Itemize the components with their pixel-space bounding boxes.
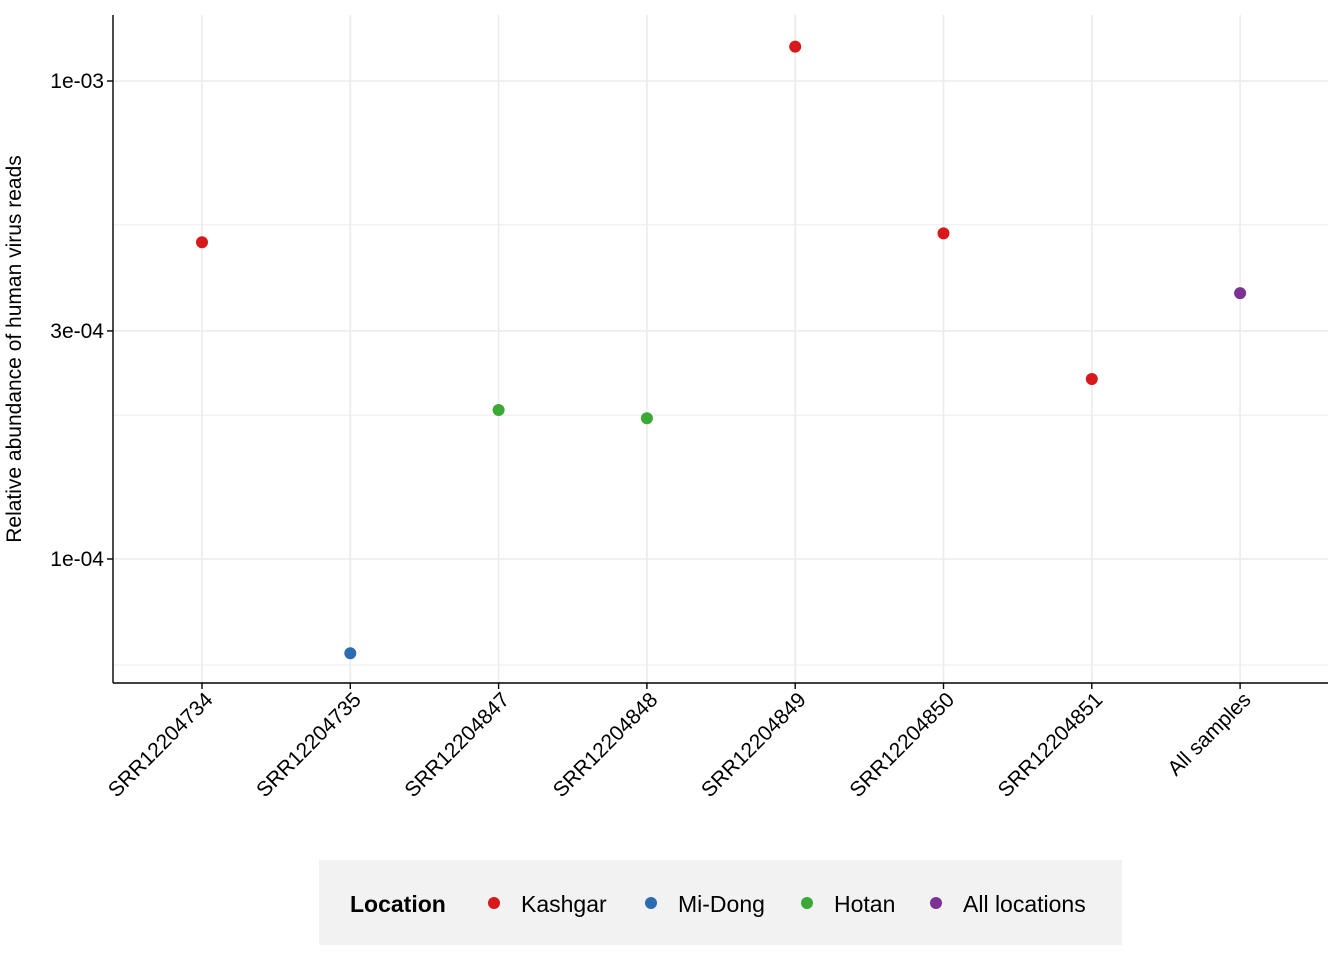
x-tick-label: SRR12204735 (252, 688, 366, 802)
data-point (789, 40, 802, 53)
legend-key (801, 897, 813, 909)
legend-key (645, 897, 657, 909)
x-tick-label: SRR12204848 (549, 688, 663, 802)
y-tick-label: 3e-04 (50, 320, 104, 343)
gridlines (113, 15, 1328, 683)
y-tick-label: 1e-04 (50, 548, 104, 571)
legend-label: Mi-Dong (678, 891, 765, 917)
data-point (1085, 372, 1098, 385)
legend-background (319, 860, 1122, 945)
legend-key (930, 897, 942, 909)
x-tick-label: SRR12204847 (400, 688, 514, 802)
data-point (196, 236, 208, 249)
x-axis-ticks: SRR12204734 SRR12204735 SRR12204847 SRR1220… (104, 683, 1256, 802)
legend-title: Location (350, 891, 446, 917)
x-tick-label: SRR12204849 (697, 688, 811, 802)
y-tick-label: 1e-03 (50, 70, 104, 93)
data-points (196, 40, 1247, 660)
legend-key (488, 897, 500, 909)
y-axis-ticks: 1e-04 3e-04 1e-03 (50, 70, 113, 571)
x-tick-label: SRR12204734 (104, 688, 218, 802)
x-tick-label: SRR12204851 (994, 688, 1108, 802)
legend-label: All locations (963, 891, 1086, 917)
data-point (1234, 287, 1247, 300)
x-tick-label: All samples (1163, 688, 1255, 780)
data-point (640, 412, 653, 425)
x-tick-label: SRR12204850 (845, 688, 959, 802)
y-axis-title: Relative abundance of human virus reads (3, 155, 26, 543)
legend: Location Kashgar Mi-Dong Hotan All location… (319, 860, 1122, 945)
data-point (937, 227, 950, 240)
legend-label: Kashgar (521, 891, 607, 917)
axes (112, 15, 1328, 684)
data-point (344, 647, 357, 660)
legend-label: Hotan (834, 891, 895, 917)
data-point (492, 403, 505, 416)
